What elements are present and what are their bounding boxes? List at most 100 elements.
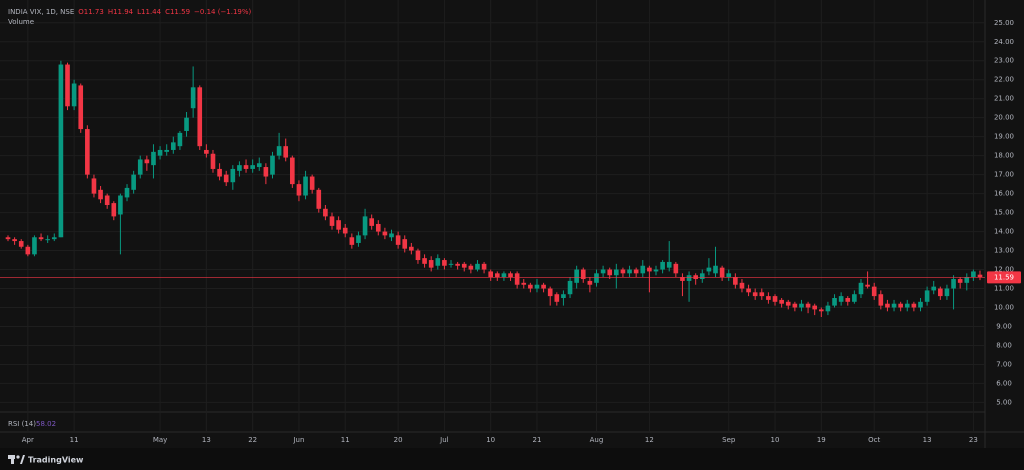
candle-body bbox=[805, 303, 811, 308]
candle-body bbox=[713, 265, 718, 274]
candle-body bbox=[455, 263, 460, 266]
candle-body bbox=[680, 277, 685, 281]
x-tick-label: 11 bbox=[341, 436, 350, 444]
candle-body bbox=[971, 271, 976, 278]
candle-body bbox=[85, 129, 90, 175]
candle-body bbox=[739, 282, 745, 289]
candle-body bbox=[389, 233, 394, 238]
candle-body bbox=[349, 237, 355, 245]
candle-body bbox=[475, 263, 480, 270]
candle-body bbox=[51, 237, 57, 240]
candle-body bbox=[706, 267, 712, 272]
candle-body bbox=[170, 142, 176, 150]
candle-body bbox=[111, 203, 117, 217]
candle-body bbox=[230, 168, 236, 183]
candle-body bbox=[422, 258, 427, 264]
x-tick-label: 10 bbox=[771, 436, 780, 444]
candle-body bbox=[290, 157, 295, 185]
candle-body bbox=[415, 250, 421, 261]
candle-body bbox=[223, 174, 229, 183]
symbol: INDIA VIX, 1D, NSE bbox=[8, 8, 74, 16]
candle-body bbox=[673, 263, 679, 274]
candle-body bbox=[18, 241, 24, 247]
x-tick-label: 13 bbox=[923, 436, 932, 444]
candle-body bbox=[627, 269, 632, 274]
candle-body bbox=[911, 303, 917, 308]
x-tick-label: May bbox=[153, 436, 167, 444]
candle-body bbox=[699, 273, 705, 280]
brand: TradingView bbox=[28, 456, 84, 465]
last-price-label: 11.59 bbox=[994, 273, 1014, 281]
candle-body bbox=[660, 261, 665, 270]
candle-body bbox=[137, 159, 143, 175]
brand-logo bbox=[8, 455, 25, 464]
candle-body bbox=[779, 299, 784, 304]
candle-body bbox=[91, 178, 97, 194]
candle-body bbox=[799, 303, 804, 308]
candle-body bbox=[812, 305, 818, 310]
candle-body bbox=[620, 269, 626, 274]
candle-body bbox=[587, 280, 593, 285]
candle-body bbox=[501, 273, 507, 278]
candle-body bbox=[534, 284, 540, 289]
candle-body bbox=[164, 149, 170, 152]
candle-body bbox=[938, 288, 943, 297]
x-tick-label: 21 bbox=[533, 436, 542, 444]
candle-body bbox=[580, 269, 586, 280]
x-tick-label: 20 bbox=[394, 436, 403, 444]
candle-body bbox=[409, 246, 414, 251]
candle-body bbox=[98, 189, 103, 200]
y-tick-label: 10.00 bbox=[994, 304, 1014, 312]
x-tick-label: 12 bbox=[645, 436, 654, 444]
candle-body bbox=[885, 303, 890, 308]
candle-body bbox=[58, 64, 64, 238]
x-tick-label: Jun bbox=[292, 436, 304, 444]
candle-body bbox=[323, 208, 328, 217]
rsi-label: RSI (14) bbox=[8, 420, 36, 428]
candle-body bbox=[395, 235, 401, 245]
candle-body bbox=[832, 298, 837, 306]
candle-body bbox=[25, 246, 31, 255]
x-tick-label: 11 bbox=[70, 436, 79, 444]
candle-body bbox=[316, 189, 322, 209]
y-tick-label: 13.00 bbox=[994, 247, 1014, 255]
candle-body bbox=[792, 303, 798, 308]
candle-body bbox=[151, 151, 156, 166]
candle-body bbox=[12, 239, 17, 242]
x-tick-label: Oct bbox=[868, 436, 880, 444]
candle-body bbox=[448, 263, 454, 265]
candle-body bbox=[190, 87, 196, 109]
candle-body bbox=[329, 216, 335, 226]
candle-body bbox=[666, 261, 672, 268]
candle-body bbox=[78, 85, 84, 130]
candle-body bbox=[514, 273, 520, 285]
candle-body bbox=[131, 174, 136, 190]
candle-body bbox=[918, 301, 923, 308]
y-tick-label: 5.00 bbox=[996, 398, 1012, 406]
candle-body bbox=[614, 269, 619, 276]
last-price-box bbox=[987, 271, 1021, 284]
candle-body bbox=[488, 271, 494, 278]
candle-body bbox=[871, 286, 877, 297]
candle-body bbox=[270, 155, 275, 175]
candle-body bbox=[243, 165, 249, 169]
y-tick-label: 21.00 bbox=[994, 95, 1014, 103]
candle-body bbox=[719, 267, 725, 278]
candle-body bbox=[931, 286, 937, 291]
candle-body bbox=[65, 64, 70, 107]
candle-body bbox=[276, 146, 282, 156]
candle-body bbox=[428, 260, 434, 268]
candle-body bbox=[594, 273, 599, 283]
candle-body bbox=[32, 237, 37, 255]
x-tick-label: Apr bbox=[22, 436, 34, 444]
legend-value: O11.73 bbox=[78, 8, 104, 16]
legend-value: C11.59 bbox=[165, 8, 190, 16]
candle-body bbox=[45, 239, 50, 241]
candle-body bbox=[342, 227, 348, 234]
candle-body bbox=[567, 280, 573, 295]
candle-body bbox=[951, 279, 956, 289]
candle-body bbox=[204, 149, 209, 154]
candle-body bbox=[118, 195, 123, 215]
y-tick-label: 8.00 bbox=[996, 341, 1012, 349]
candle-body bbox=[785, 301, 791, 306]
